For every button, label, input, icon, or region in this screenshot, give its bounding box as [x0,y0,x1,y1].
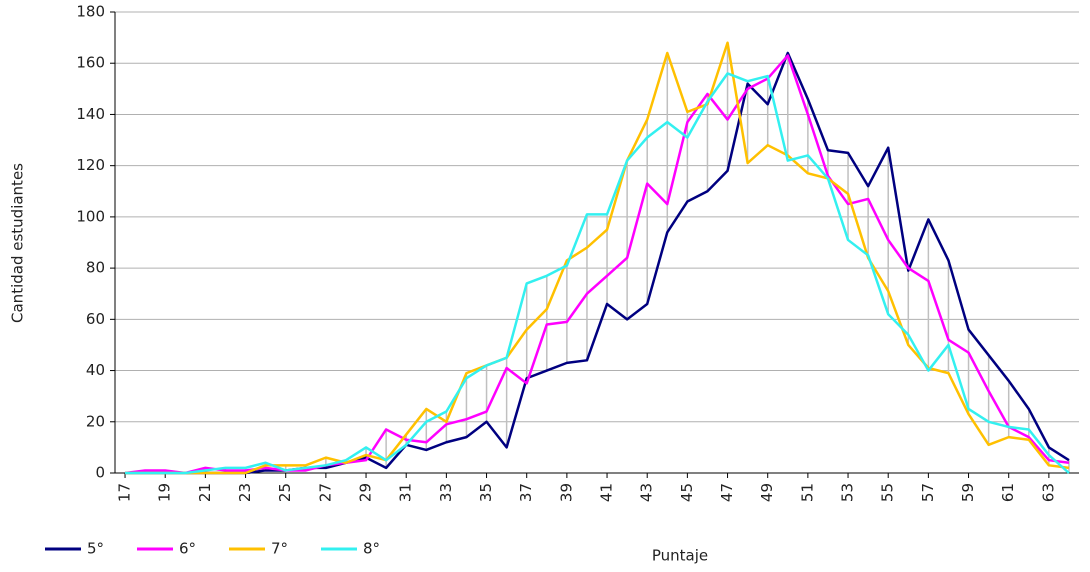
x-tick-label: 27 [316,483,334,502]
y-tick-label: 0 [95,464,105,482]
y-tick-label: 160 [76,54,105,72]
x-tick-label: 59 [959,483,977,502]
legend-label: 6° [179,540,196,558]
x-tick-label: 31 [397,483,415,502]
x-tick-label: 39 [557,483,575,502]
series-line [125,41,1070,475]
y-tick-label: 80 [86,259,105,277]
x-tick-label: 23 [236,483,254,502]
y-tick-label: 40 [86,361,105,379]
x-tick-label: 45 [678,483,696,502]
x-tick-label: 47 [718,483,736,502]
x-tick-label: 53 [839,483,857,502]
x-tick-label: 61 [999,483,1017,502]
x-axis-label: Puntaje [652,547,708,565]
y-tick-label: 100 [76,207,105,225]
series-line [125,72,1070,475]
series-line [125,51,1070,475]
x-tick-label: 33 [437,483,455,502]
x-tick-label: 25 [276,483,294,502]
x-tick-label: 51 [798,483,816,502]
x-tick-label: 19 [156,483,174,502]
x-tick-label: 29 [357,483,375,502]
y-tick-label: 140 [76,105,105,123]
x-tick-label: 41 [598,483,616,502]
x-tick-label: 21 [196,483,214,502]
y-axis-label: Cantidad estudiantes [9,163,27,323]
x-tick-label: 35 [477,483,495,502]
x-tick-label: 49 [758,483,776,502]
legend-label: 5° [87,540,104,558]
x-tick-label: 55 [879,483,897,502]
legend-label: 7° [271,540,288,558]
y-tick-label: 20 [86,412,105,430]
legend-label: 8° [363,540,380,558]
series-line [124,54,1070,475]
y-tick-label: 180 [76,3,105,21]
y-tick-label: 60 [86,310,105,328]
x-tick-label: 37 [517,483,535,502]
x-tick-label: 63 [1039,483,1057,502]
y-tick-label: 120 [76,156,105,174]
x-tick-label: 43 [638,483,656,502]
x-tick-label: 17 [116,483,134,502]
x-tick-label: 57 [919,483,937,502]
